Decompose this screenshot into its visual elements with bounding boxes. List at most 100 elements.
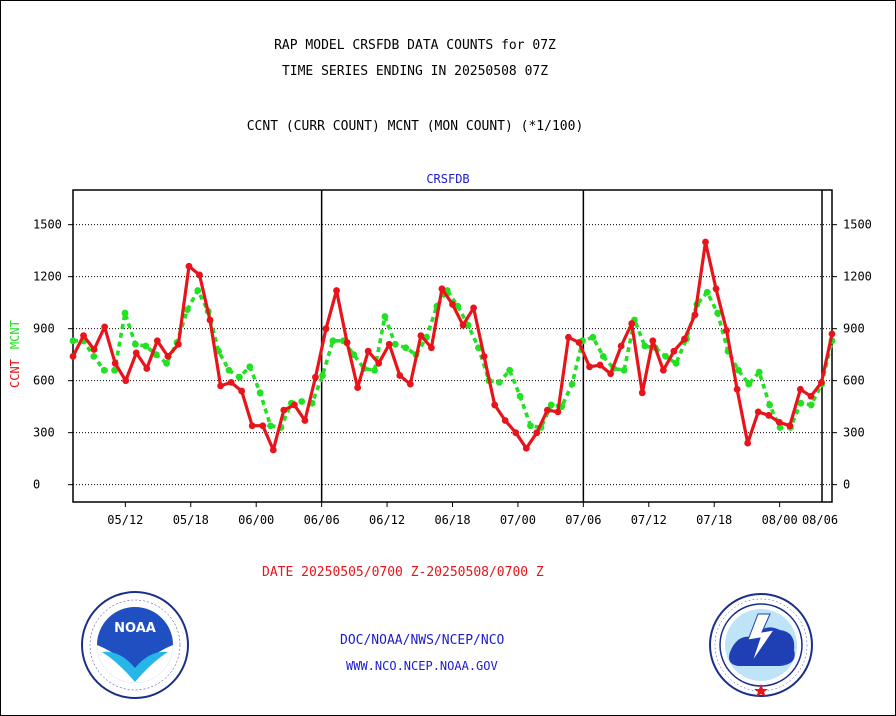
x-tick-label: 08/00 <box>762 513 798 527</box>
series-point-mcnt <box>183 306 191 313</box>
series-point-ccnt <box>659 366 667 374</box>
series-point-mcnt <box>797 399 805 407</box>
series-point-ccnt <box>459 321 467 329</box>
y-tick-label-right: 1500 <box>843 218 872 232</box>
series-point-mcnt <box>495 379 503 386</box>
series-point-mcnt <box>620 366 628 374</box>
series-point-mcnt <box>402 344 410 352</box>
y-axis-label-mcnt: MCNT <box>8 320 22 349</box>
series-point-mcnt <box>371 366 378 374</box>
series-point-ccnt <box>396 372 404 379</box>
series-point-ccnt <box>175 340 182 348</box>
series-point-ccnt <box>80 332 87 339</box>
nws-logo-icon <box>709 593 813 697</box>
series-point-mcnt <box>516 392 524 400</box>
series-point-ccnt <box>438 285 446 293</box>
series-point-mcnt <box>329 337 337 345</box>
y-tick-label-right: 600 <box>843 374 865 388</box>
series-point-mcnt <box>267 422 274 430</box>
series-point-mcnt <box>807 401 815 409</box>
y-tick-label-right: 900 <box>843 322 865 336</box>
series-point-ccnt <box>638 389 646 397</box>
series-point-ccnt <box>101 323 109 331</box>
series-point-ccnt <box>69 353 77 360</box>
series-point-ccnt <box>122 377 130 385</box>
series-point-ccnt <box>238 387 246 395</box>
series-point-ccnt <box>512 429 520 437</box>
series-point-mcnt <box>350 351 358 359</box>
series-point-ccnt <box>691 311 699 319</box>
x-tick-label: 05/18 <box>173 513 209 527</box>
series-point-ccnt <box>522 444 530 452</box>
chart-title-line1: RAP MODEL CRSFDB DATA COUNTS for 07Z <box>274 38 556 53</box>
x-tick-label: 07/06 <box>565 513 601 527</box>
series-point-mcnt <box>100 366 108 374</box>
series-point-ccnt <box>775 418 783 426</box>
series-point-ccnt <box>312 373 319 381</box>
chart-title-line3: CCNT (CURR COUNT) MCNT (MON COUNT) (*1/1… <box>246 119 584 134</box>
series-point-mcnt <box>235 373 243 381</box>
series-point-ccnt <box>185 262 193 270</box>
series-point-ccnt <box>723 327 730 334</box>
series-point-mcnt <box>152 351 160 359</box>
plot-label: CRSFDB <box>426 172 470 186</box>
series-point-ccnt <box>501 417 509 424</box>
series-point-ccnt <box>375 359 383 367</box>
series-point-mcnt <box>506 366 514 374</box>
series-point-mcnt <box>69 337 77 345</box>
series-point-mcnt <box>246 363 254 371</box>
noaa-logo-text: NOAA <box>114 621 156 636</box>
series-point-ccnt <box>649 337 657 345</box>
series-point-ccnt <box>765 411 773 419</box>
series-point-ccnt <box>786 422 794 430</box>
series-point-ccnt <box>280 406 288 414</box>
series-point-mcnt <box>298 398 306 405</box>
series-point-ccnt <box>417 332 425 339</box>
series-point-ccnt <box>449 301 456 308</box>
y-axis-label-ccnt: CCNT <box>8 359 22 388</box>
series-point-mcnt <box>121 309 129 317</box>
series-point-ccnt <box>480 353 488 360</box>
series-point-mcnt <box>391 340 399 348</box>
series-point-mcnt <box>703 288 711 296</box>
x-tick-label: 07/18 <box>696 513 732 527</box>
series-point-ccnt <box>217 382 224 390</box>
series-point-ccnt <box>491 401 499 409</box>
y-tick-label-right: 0 <box>843 478 850 492</box>
series-point-mcnt <box>163 359 170 367</box>
series-point-ccnt <box>301 417 309 424</box>
series-point-mcnt <box>475 344 482 352</box>
series-point-mcnt <box>527 422 534 430</box>
series-point-ccnt <box>354 384 362 391</box>
series-point-ccnt <box>554 408 562 416</box>
series-point-mcnt <box>755 368 763 376</box>
series-point-mcnt <box>599 353 607 360</box>
series-point-mcnt <box>714 309 722 317</box>
series-point-ccnt <box>754 408 762 416</box>
series-point-ccnt <box>670 347 678 355</box>
x-tick-label: 07/00 <box>500 513 536 527</box>
series-point-ccnt <box>807 392 815 400</box>
series-point-mcnt <box>319 372 326 379</box>
series-point-ccnt <box>733 385 741 393</box>
series-point-mcnt <box>131 340 139 348</box>
series-point-mcnt <box>672 359 680 367</box>
series-point-mcnt <box>464 321 472 329</box>
series-point-ccnt <box>290 401 298 409</box>
series-point-mcnt <box>745 380 753 388</box>
series-point-ccnt <box>90 346 98 353</box>
y-tick-label-left: 900 <box>33 322 55 336</box>
series-point-ccnt <box>269 446 277 454</box>
series-point-mcnt <box>225 366 233 374</box>
date-range: DATE 20250505/0700 Z-20250508/0700 Z <box>262 565 544 580</box>
chart-title-line2: TIME SERIES ENDING IN 20250508 07Z <box>281 64 549 79</box>
series-point-ccnt <box>333 287 340 294</box>
x-tick-label: 05/12 <box>107 513 143 527</box>
series-point-mcnt <box>142 342 150 350</box>
x-tick-label: 07/12 <box>631 513 667 527</box>
series-point-ccnt <box>702 238 709 246</box>
series-point-ccnt <box>607 370 615 378</box>
x-tick-label: 08/06 <box>802 513 838 527</box>
x-tick-label: 06/06 <box>304 513 340 527</box>
